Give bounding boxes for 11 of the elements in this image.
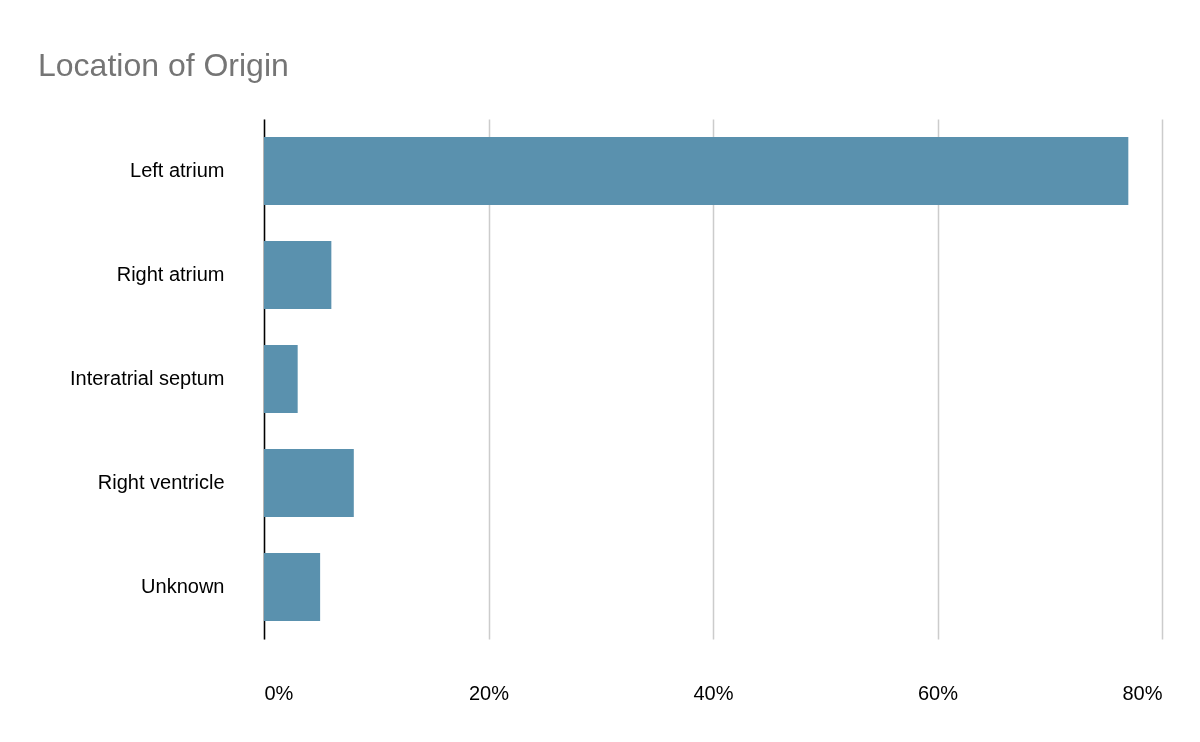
x-tick-label: 60% — [917, 681, 959, 704]
chart-title: Location of Origin — [38, 47, 289, 83]
x-tick-label: 0% — [264, 681, 294, 704]
x-tick-label: 20% — [468, 681, 510, 704]
y-tick-label: Right atrium — [116, 263, 225, 285]
y-tick-label: Interatrial septum — [69, 367, 225, 389]
x-tick-label: 40% — [693, 681, 734, 704]
x-tick-label: 80% — [1122, 681, 1163, 704]
y-tick-label: Left atrium — [130, 159, 225, 181]
y-tick-label: Unknown — [141, 575, 225, 597]
y-tick-label: Right ventricle — [97, 471, 225, 493]
